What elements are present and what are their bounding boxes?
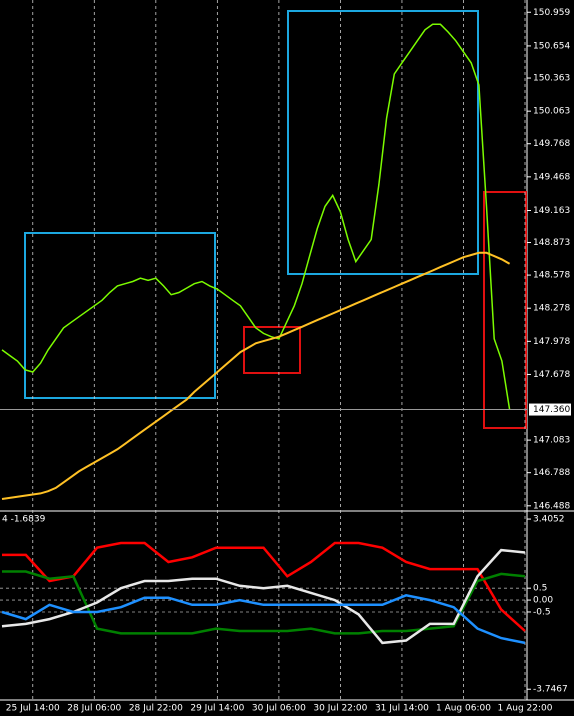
y-tick-label: 148.873: [533, 238, 570, 248]
x-tick-label: 30 Jul 22:00: [313, 704, 367, 714]
y-tick-label: 3.4052: [533, 515, 565, 525]
y-tick-label: 0.5: [533, 584, 547, 594]
x-tick-label: 30 Jul 06:00: [252, 704, 306, 714]
y-tick-label: -3.7467: [533, 685, 568, 695]
x-tick-label: 25 Jul 14:00: [6, 704, 60, 714]
y-tick-label: 148.578: [533, 271, 570, 281]
x-tick-label: 29 Jul 14:00: [190, 704, 244, 714]
x-tick-label: 28 Jul 22:00: [129, 704, 183, 714]
y-tick-label: 149.468: [533, 172, 570, 182]
series-line: [1, 548, 526, 645]
y-tick-label: 150.959: [533, 8, 570, 18]
current-price-box: [529, 403, 571, 416]
series-line: [2, 541, 526, 632]
y-tick-label: 147.083: [533, 436, 570, 446]
x-tick-label: 1 Aug 22:00: [498, 704, 553, 714]
series-line: [1, 594, 526, 645]
current-price-label: 147.360: [533, 405, 570, 415]
y-tick-label: 149.768: [533, 139, 570, 149]
y-tick-label: 0.00: [533, 596, 553, 606]
series-line: [1, 251, 511, 500]
y-tick-label: 150.654: [533, 41, 570, 51]
x-tick-label: 1 Aug 06:00: [436, 704, 491, 714]
y-tick-label: 146.488: [533, 501, 570, 511]
x-tick-label: 31 Jul 14:00: [375, 704, 429, 714]
indicator-label: 4 -1.6839: [2, 515, 46, 525]
x-tick-label: 28 Jul 06:00: [67, 704, 121, 714]
series-line: [1, 23, 511, 410]
y-tick-label: 150.063: [533, 107, 570, 117]
y-tick-label: 150.363: [533, 74, 570, 84]
y-tick-label: -0.5: [533, 607, 551, 617]
highlight-box: [24, 232, 216, 399]
highlight-box: [483, 191, 527, 429]
y-tick-label: 147.678: [533, 370, 570, 380]
y-tick-label: 149.163: [533, 206, 570, 216]
highlight-box: [287, 10, 479, 275]
y-tick-label: 146.788: [533, 468, 570, 478]
y-tick-label: 147.978: [533, 337, 570, 347]
y-tick-label: 148.278: [533, 304, 570, 314]
